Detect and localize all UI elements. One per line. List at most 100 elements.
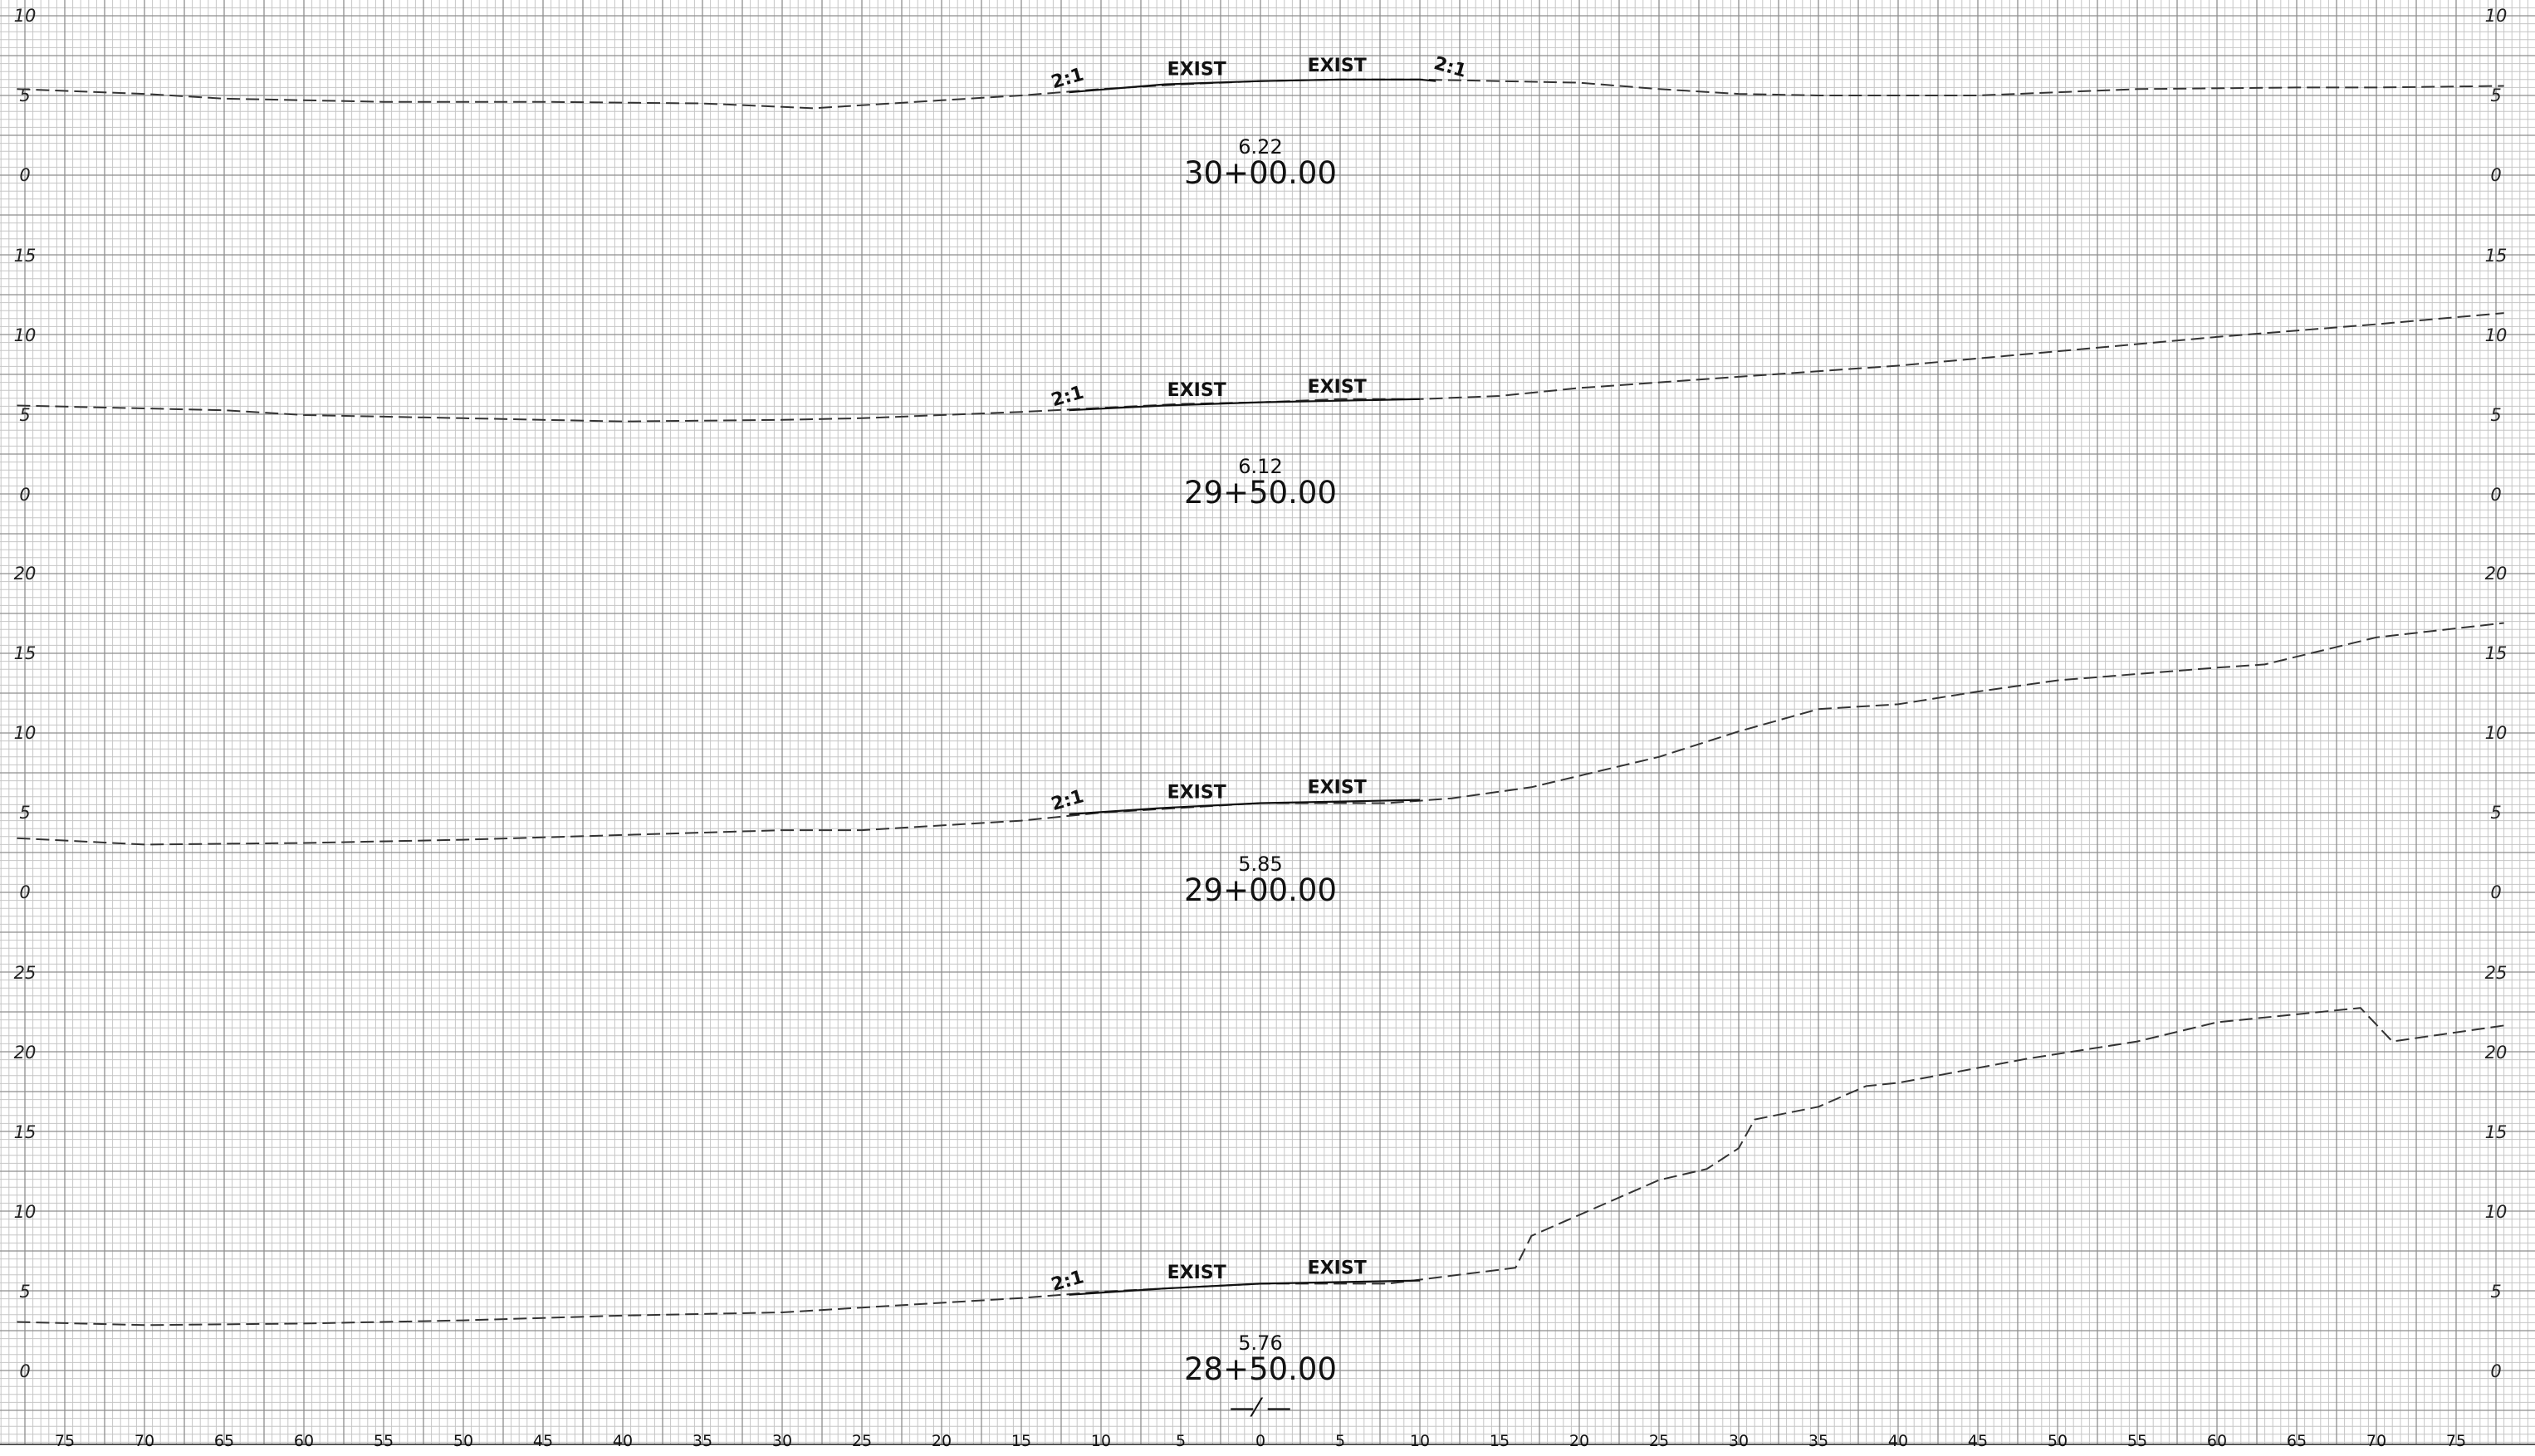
- centerline-elevation: 6.12: [1238, 455, 1282, 478]
- elevation-label-right: 5: [2490, 803, 2501, 823]
- elevation-label-left: 0: [19, 882, 30, 902]
- elevation-label-left: 5: [19, 405, 30, 425]
- exist-tag: EXIST: [1308, 778, 1367, 799]
- elevation-label-right: 10: [2485, 325, 2508, 345]
- station-label: 29+00.00: [1184, 872, 1337, 908]
- offset-tick-label: 35: [692, 1432, 712, 1450]
- offset-tick-label: 30: [772, 1432, 792, 1450]
- elevation-label-left: 10: [14, 1202, 37, 1222]
- elevation-label-right: 15: [2485, 1122, 2508, 1142]
- proposed-section-line: [1069, 398, 1421, 412]
- exist-tag: EXIST: [1167, 1263, 1226, 1283]
- offset-tick-label: 15: [1011, 1432, 1031, 1450]
- offset-tick-label: 70: [2366, 1432, 2386, 1450]
- exist-tag: EXIST: [1308, 56, 1367, 76]
- offset-tick-label: 5: [1176, 1432, 1186, 1450]
- proposed-section-line: [1069, 1279, 1421, 1296]
- offset-tick-label: 60: [294, 1432, 314, 1450]
- elevation-label-right: 20: [2485, 1043, 2508, 1063]
- elevation-label-right: 10: [2485, 723, 2508, 743]
- offset-tick-label: 40: [613, 1432, 633, 1450]
- offset-tick-label: 45: [1968, 1432, 1988, 1450]
- elevation-label-right: 5: [2490, 405, 2501, 425]
- cross-section-28+50.00: 0 0 5 5 10 10 15 15 20 20 25 25 2:1 EXIST EXIST 5.7628+…: [14, 963, 2508, 1387]
- elevation-label-left: 20: [14, 564, 37, 584]
- elevation-label-right: 5: [2490, 86, 2501, 105]
- station-label: 28+50.00: [1184, 1351, 1337, 1387]
- elevation-label-left: 10: [14, 723, 37, 743]
- centerline-elevation: 5.76: [1238, 1331, 1282, 1355]
- offset-tick-label: 55: [2127, 1432, 2147, 1450]
- offset-tick-label: 60: [2207, 1432, 2227, 1450]
- existing-ground-line: [17, 1007, 2504, 1327]
- elevation-label-right: 15: [2485, 246, 2508, 266]
- elevation-label-right: 20: [2485, 564, 2508, 584]
- elevation-label-left: 5: [19, 1282, 30, 1302]
- exist-tag: EXIST: [1167, 380, 1226, 401]
- offset-tick-label: 25: [1649, 1432, 1669, 1450]
- elevation-label-left: 25: [14, 963, 37, 983]
- elevation-label-left: 15: [14, 246, 37, 266]
- elevation-label-right: 0: [2490, 485, 2501, 505]
- offset-tick-label: 5: [1335, 1432, 1345, 1450]
- proposed-section-line: [1069, 799, 1421, 815]
- elevation-label-left: 5: [19, 803, 30, 823]
- elevation-label-left: 15: [14, 643, 37, 663]
- offset-tick-label: 20: [1569, 1432, 1589, 1450]
- elevation-label-left: 20: [14, 1043, 37, 1063]
- offset-tick-label: 75: [2446, 1432, 2466, 1450]
- slope-tag: 2:1: [1049, 65, 1086, 94]
- elevation-label-right: 10: [2485, 6, 2508, 26]
- elevation-label-left: 5: [19, 86, 30, 105]
- offset-tick-label: 20: [932, 1432, 952, 1450]
- offset-tick-label: 35: [1808, 1432, 1828, 1450]
- offset-tick-label: 55: [374, 1432, 394, 1450]
- slope-tag: 2:1: [1431, 53, 1469, 82]
- offset-tick-label: 50: [453, 1432, 473, 1450]
- offset-tick-label: 65: [214, 1432, 234, 1450]
- offset-tick-label: 75: [55, 1432, 75, 1450]
- station-label: 30+00.00: [1184, 155, 1337, 191]
- cross-section-29+00.00: 0 0 5 5 10 10 15 15 20 20 2:1 EXIST EXIST 5.8529+00.0…: [14, 564, 2508, 908]
- offset-tick-label: 40: [1888, 1432, 1908, 1450]
- elevation-label-right: 10: [2485, 1202, 2508, 1222]
- elevation-label-right: 0: [2490, 882, 2501, 902]
- offset-tick-label: 65: [2287, 1432, 2307, 1450]
- proposed-section-line: [1069, 78, 1436, 94]
- elevation-label-right: 5: [2490, 1282, 2501, 1302]
- elevation-label-left: 0: [19, 1361, 30, 1381]
- slope-tag: 2:1: [1049, 786, 1086, 815]
- slope-tag: 2:1: [1049, 1267, 1086, 1296]
- elevation-label-left: 0: [19, 485, 30, 505]
- exist-tag: EXIST: [1308, 1258, 1367, 1279]
- slope-tag: 2:1: [1049, 383, 1086, 412]
- elevation-label-left: 10: [14, 6, 37, 26]
- offset-tick-label: 25: [852, 1432, 872, 1450]
- exist-tag: EXIST: [1167, 782, 1226, 803]
- offset-tick-label: 50: [2048, 1432, 2068, 1450]
- existing-ground-line: [17, 622, 2504, 846]
- offset-axis: 75 70 65 60 55 50 45 40 35 30 25 20 15 10 5 0 5 10 15 20 25 3…: [55, 1432, 2466, 1450]
- offset-tick-label: 10: [1091, 1432, 1111, 1450]
- centerline-symbol: —⁄ —: [1230, 1394, 1292, 1423]
- elevation-label-right: 0: [2490, 165, 2501, 185]
- centerline-elevation: 6.22: [1238, 135, 1282, 159]
- elevation-label-left: 0: [19, 165, 30, 185]
- elevation-label-left: 15: [14, 1122, 37, 1142]
- exist-tag: EXIST: [1167, 59, 1226, 80]
- offset-tick-label: 45: [533, 1432, 553, 1450]
- elevation-label-right: 15: [2485, 643, 2508, 663]
- centerline-elevation: 5.85: [1238, 853, 1282, 876]
- exist-tag: EXIST: [1308, 377, 1367, 398]
- elevation-label-right: 25: [2485, 963, 2508, 983]
- elevation-label-left: 10: [14, 325, 37, 345]
- offset-tick-label: 15: [1490, 1432, 1510, 1450]
- offset-tick-label: 10: [1410, 1432, 1430, 1450]
